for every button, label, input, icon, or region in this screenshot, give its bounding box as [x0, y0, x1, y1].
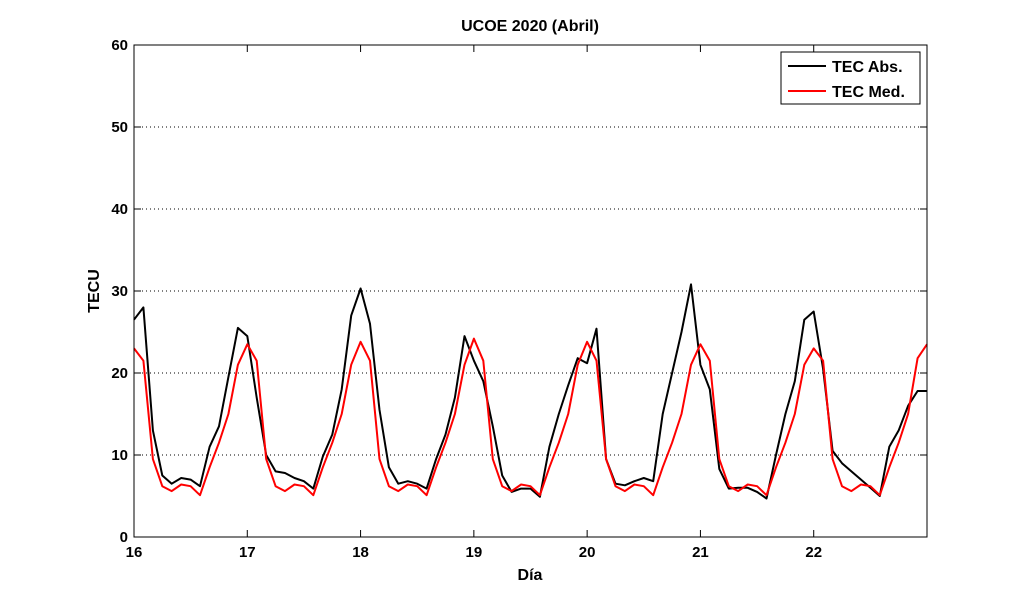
y-tick-label: 30 — [111, 283, 128, 300]
axis-ticks: 0 10 20 30 40 50 60 16 17 18 19 20 21 22 — [111, 37, 927, 561]
series-lines — [133, 283, 928, 500]
x-tick-label: 21 — [692, 544, 709, 561]
y-tick-label: 40 — [111, 201, 128, 218]
x-tick-label: 20 — [579, 544, 596, 561]
legend-label-tec-med: TEC Med. — [832, 84, 905, 101]
x-axis-title: Día — [518, 567, 543, 584]
chart-title: UCOE 2020 (Abril) — [461, 18, 599, 35]
y-tick-label: 50 — [111, 119, 128, 136]
series-line-tec-med — [133, 337, 928, 497]
y-tick-label: 10 — [111, 447, 128, 464]
x-tick-label: 16 — [126, 544, 143, 561]
legend: TEC Abs. TEC Med. — [780, 51, 921, 105]
y-tick-label: 60 — [111, 37, 128, 54]
y-tick-label: 0 — [120, 529, 128, 546]
x-tick-label: 18 — [352, 544, 369, 561]
x-tick-label: 17 — [239, 544, 256, 561]
x-tick-label: 22 — [805, 544, 822, 561]
y-tick-label: 20 — [111, 365, 128, 382]
legend-box — [780, 51, 921, 105]
x-tick-label: 19 — [466, 544, 483, 561]
legend-label-tec-abs: TEC Abs. — [832, 59, 903, 76]
y-axis-title: TECU — [86, 269, 103, 313]
